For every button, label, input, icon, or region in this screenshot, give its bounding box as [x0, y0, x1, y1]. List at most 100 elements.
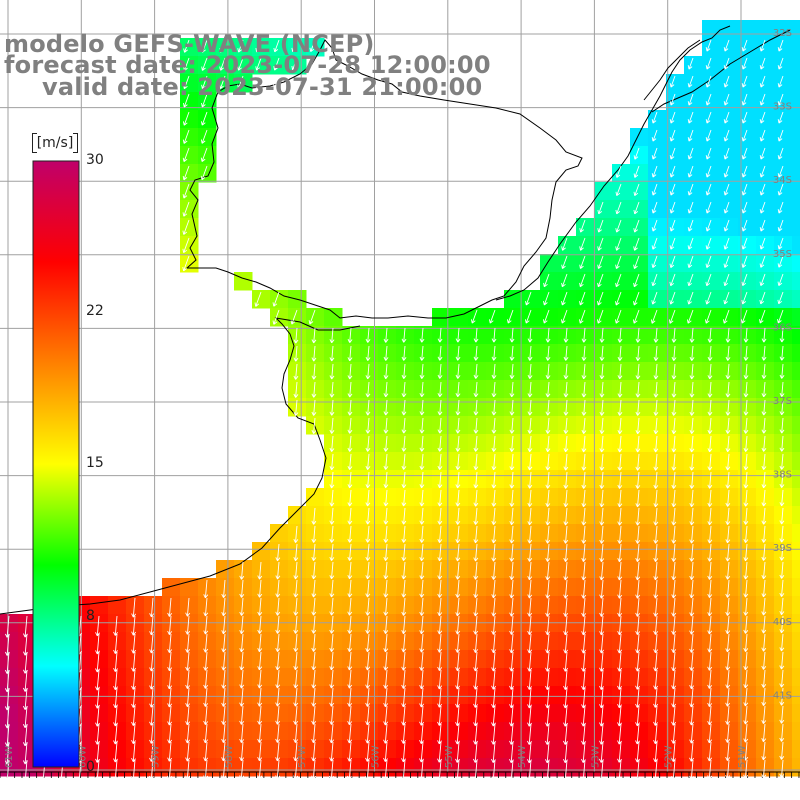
wind-arrow — [419, 471, 425, 489]
wind-arrow — [635, 633, 641, 654]
wind-arrow — [329, 399, 335, 416]
wind-arrow — [437, 633, 443, 653]
wind-cell — [126, 596, 145, 615]
wind-cell — [684, 506, 703, 525]
wind-arrow — [563, 345, 569, 361]
wind-arrow — [527, 543, 533, 562]
wind-cell — [108, 740, 127, 759]
wind-arrow — [309, 39, 316, 53]
wind-cell — [720, 632, 739, 651]
wind-cell — [414, 524, 433, 543]
wind-cell — [738, 650, 757, 669]
wind-arrow — [725, 453, 731, 471]
wind-cell — [792, 632, 800, 651]
wind-cell — [360, 380, 379, 399]
wind-arrow — [563, 399, 569, 416]
wind-arrow — [689, 615, 695, 635]
wind-cell — [468, 650, 487, 669]
wind-arrow — [597, 255, 604, 269]
wind-cell — [612, 722, 631, 741]
wind-cell — [504, 488, 523, 507]
wind-cell — [468, 362, 487, 381]
wind-arrow — [617, 633, 623, 654]
wind-cell — [576, 290, 595, 309]
wind-cell — [180, 200, 199, 219]
wind-cell — [486, 470, 505, 489]
wind-arrow — [167, 705, 173, 726]
wind-arrow — [275, 651, 281, 671]
wind-cell — [774, 740, 793, 759]
wind-cell — [666, 650, 685, 669]
wind-cell — [558, 596, 577, 615]
wind-cell — [630, 344, 649, 363]
wind-arrow — [308, 309, 316, 325]
latitude-label: 35S — [773, 249, 792, 260]
wind-arrow — [599, 417, 605, 434]
wind-cell — [702, 326, 721, 345]
wind-arrow — [761, 633, 767, 652]
wind-cell — [738, 416, 757, 435]
wind-arrow — [185, 669, 191, 689]
wind-arrow — [221, 669, 227, 689]
wind-cell — [378, 740, 397, 759]
wind-arrow — [329, 543, 335, 561]
wind-cell — [270, 560, 289, 579]
wind-arrow — [455, 561, 461, 580]
wind-cell — [576, 236, 595, 255]
wind-arrow — [741, 183, 748, 196]
wind-cell — [648, 146, 667, 165]
wind-arrow — [653, 381, 659, 398]
wind-cell — [468, 524, 487, 543]
wind-cell — [684, 650, 703, 669]
wind-cell — [702, 308, 721, 327]
wind-cell — [684, 236, 703, 255]
wind-cell — [522, 470, 541, 489]
wind-arrow — [113, 723, 118, 745]
wind-arrow — [725, 381, 731, 398]
wind-cell — [666, 254, 685, 273]
wind-cell — [252, 704, 271, 723]
wind-arrow — [635, 399, 641, 416]
wind-cell — [162, 668, 181, 687]
wind-cell — [432, 308, 451, 327]
wind-arrow — [723, 165, 730, 178]
wind-cell — [360, 596, 379, 615]
wind-cell — [180, 578, 199, 597]
wind-cell — [504, 578, 523, 597]
wind-cell — [90, 740, 109, 759]
wind-arrow — [491, 543, 497, 562]
wind-arrow — [383, 471, 389, 489]
wind-arrow — [455, 435, 461, 452]
wind-arrow — [671, 687, 677, 708]
wind-arrow — [131, 705, 136, 726]
wind-arrow — [779, 525, 785, 543]
wind-cell — [270, 686, 289, 705]
wind-arrow — [185, 597, 191, 617]
wind-arrow — [777, 291, 784, 305]
title-valid-date: valid date: 2023-07-31 21:00:00 — [42, 73, 483, 101]
wind-arrow — [563, 651, 569, 672]
wind-arrow — [455, 615, 461, 635]
wind-arrow — [131, 759, 136, 781]
wind-arrow — [671, 597, 677, 617]
wind-arrow — [488, 309, 496, 324]
wind-arrow — [635, 579, 641, 599]
wind-arrow — [365, 381, 371, 398]
wind-cell — [144, 632, 163, 651]
wind-cell — [288, 632, 307, 651]
wind-arrow — [527, 417, 533, 434]
wind-cell — [738, 218, 757, 237]
wind-arrow — [599, 525, 605, 544]
wind-arrow — [454, 759, 460, 782]
wind-arrow — [509, 633, 515, 654]
wind-cell — [234, 272, 253, 291]
wind-cell — [720, 254, 739, 273]
wind-cell — [594, 182, 613, 201]
wind-arrow — [383, 759, 388, 781]
wind-cell — [666, 686, 685, 705]
wind-cell — [720, 596, 739, 615]
wind-arrow — [473, 579, 479, 598]
wind-cell — [648, 164, 667, 183]
wind-cell — [180, 218, 199, 237]
wind-cell — [666, 470, 685, 489]
